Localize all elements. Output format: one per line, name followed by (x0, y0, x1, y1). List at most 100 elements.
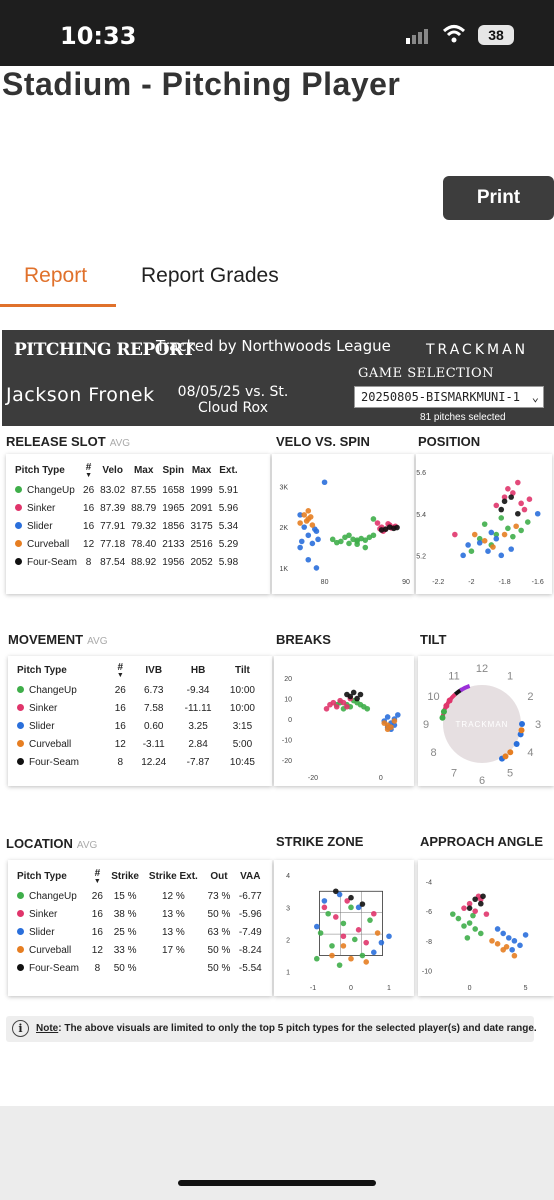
status-bar: 10:33 38 (0, 0, 554, 66)
column-header[interactable]: VAA (240, 871, 261, 882)
column-header[interactable]: Pitch Type (17, 665, 67, 676)
data-point-curveball (490, 544, 496, 550)
value-cell: 25 % (113, 926, 137, 938)
table-row: Slider 16 0.60 3.25 3:15 (14, 717, 264, 735)
x-tick-label: -1.6 (532, 579, 544, 586)
data-point-sinker (505, 486, 511, 492)
data-point-changeup (325, 910, 331, 917)
tilt-point-changeup (440, 708, 447, 715)
data-point-sinker (493, 502, 500, 509)
tab-report-grades[interactable]: Report Grades (141, 264, 279, 287)
y-tick-label: -6 (426, 909, 432, 916)
tilt-hour-label: 7 (451, 767, 457, 779)
column-header[interactable]: # ▼ (88, 866, 107, 887)
data-point-four-seam (478, 900, 484, 907)
data-point-changeup (346, 540, 352, 547)
column-header[interactable]: HB (190, 665, 206, 676)
value-cell: 8 (85, 556, 92, 568)
y-tick-label: 3K (279, 484, 288, 491)
tilt-hour-label: 2 (527, 691, 533, 703)
x-tick-label: 5 (524, 985, 528, 992)
tab-report[interactable]: Report (24, 264, 88, 287)
data-point-slider (378, 939, 385, 946)
note-text: Note: The above visuals are limited to o… (36, 1023, 537, 1034)
y-tick-label: 2K (279, 525, 288, 532)
column-header[interactable]: Pitch Type (15, 465, 65, 476)
data-point-changeup (346, 532, 352, 539)
column-header[interactable]: # ▼ (108, 660, 132, 681)
table-row: Four-Seam 8 50 % 50 % -5.54 (14, 959, 266, 977)
x-tick-label: -1 (310, 985, 316, 992)
table-row: Sinker 16 87.39 88.79 1965 2091 5.96 (12, 499, 241, 517)
value-cell: -7.49 (238, 926, 262, 938)
value-cell: 78.40 (131, 538, 157, 550)
pitch-type-cell: Slider (14, 717, 108, 735)
data-point-changeup (354, 537, 360, 543)
table-row: Sinker 16 7.58 -11.11 10:00 (14, 699, 264, 717)
table-row: Curveball 12 77.18 78.40 2133 2516 5.29 (12, 535, 241, 553)
legend-dot (17, 928, 24, 936)
column-header[interactable]: Out (210, 871, 228, 882)
column-header[interactable]: IVB (145, 665, 163, 676)
data-point-slider (305, 556, 312, 563)
pitching-report: PITCHING REPORT Tracked by Northwoods Le… (2, 330, 554, 1075)
data-point-changeup (352, 936, 358, 943)
column-header[interactable]: Ext. (219, 465, 238, 476)
value-cell: 16 (91, 926, 103, 938)
pitch-type-cell: Slider (14, 923, 88, 941)
data-point-curveball (363, 959, 369, 965)
game-selection-dropdown[interactable]: 20250805-BISMARKMUNI-1 ⌄ (354, 386, 544, 408)
data-point-slider (522, 932, 529, 938)
value-cell: 50 % (207, 944, 231, 956)
movement-title: MOVEMENT (8, 632, 84, 647)
data-point-sinker (452, 531, 458, 538)
column-header[interactable]: Strike (111, 871, 139, 882)
data-point-changeup (472, 926, 478, 932)
value-cell: -8.24 (238, 944, 262, 956)
data-point-sinker (363, 939, 369, 946)
column-header[interactable]: # ▼ (80, 460, 97, 481)
game-label: 08/05/25 vs. St. Cloud Rox (177, 384, 289, 416)
value-cell: 5.34 (218, 520, 239, 532)
data-point-changeup (510, 533, 516, 540)
pitch-type-cell: Four-Seam (14, 959, 88, 977)
legend-dot (17, 704, 24, 712)
column-header[interactable]: Tilt (235, 665, 250, 676)
data-point-sinker (340, 699, 347, 706)
data-point-sinker (371, 910, 377, 917)
data-point-curveball (340, 943, 347, 949)
data-point-changeup (354, 541, 360, 548)
table-row: Curveball 12 -3.11 2.84 5:00 (14, 735, 264, 753)
data-point-slider (321, 479, 328, 486)
data-point-curveball (309, 522, 316, 528)
data-point-curveball (301, 512, 308, 518)
value-cell: 8 (117, 756, 124, 768)
data-point-curveball (381, 720, 388, 726)
print-button[interactable]: Print (443, 176, 554, 220)
data-point-curveball (303, 518, 310, 524)
data-point-sinker (327, 701, 333, 708)
column-header[interactable]: Spin (162, 465, 185, 476)
release-slot-table: Pitch Type # ▼ Velo Max Spin Max Ext. ChangeUp 26… (12, 460, 241, 571)
location-table: Pitch Type # ▼ Strike Strike Ext. Out VAA Chang… (14, 866, 266, 977)
table-row: ChangeUp 26 83.02 87.55 1658 1999 5.91 (12, 481, 241, 499)
column-header[interactable]: Max (133, 465, 154, 476)
value-cell: 50 % (207, 962, 231, 974)
data-point-changeup (476, 535, 483, 542)
column-header[interactable]: Max (191, 465, 212, 476)
legend-dot (17, 758, 24, 766)
section-release-slot: RELEASE SLOT AVG (6, 434, 130, 449)
column-header[interactable]: Strike Ext. (148, 871, 198, 882)
legend-dot (17, 892, 24, 900)
section-location: LOCATION AVG (6, 836, 97, 851)
data-point-four-seam (498, 506, 505, 513)
column-header[interactable]: Velo (102, 465, 123, 476)
value-cell: 87.54 (100, 556, 126, 568)
value-cell: 10:00 (229, 702, 255, 714)
column-header[interactable]: Pitch Type (17, 871, 67, 882)
movement-table-card: Pitch Type # ▼ IVB HB Tilt ChangeUp 26 6.73 -9.34… (8, 656, 272, 786)
data-point-sinker (333, 914, 339, 920)
legend-dot (17, 722, 24, 730)
note-body: : The above visuals are limited to only … (58, 1023, 537, 1034)
data-point-changeup (468, 548, 475, 554)
